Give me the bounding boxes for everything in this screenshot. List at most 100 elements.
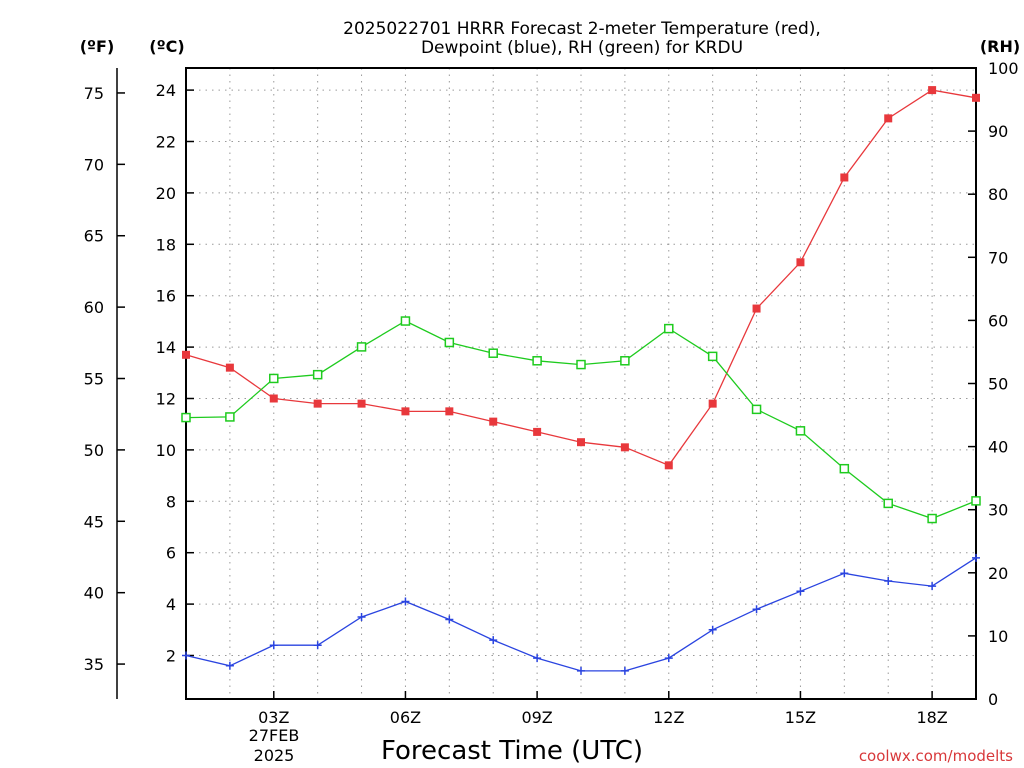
time-tick-label: 03Z: [258, 708, 289, 727]
dewpoint-point: [489, 636, 498, 645]
temperature-point: [620, 443, 629, 452]
temperature-point: [445, 407, 454, 416]
rh-point: [576, 359, 586, 370]
rh-point: [839, 463, 850, 474]
fahrenheit-tick-label: 40: [84, 584, 104, 603]
celsius-tick-label: 10: [156, 441, 176, 460]
fahrenheit-tick-label: 60: [84, 298, 104, 317]
dewpoint-point: [313, 641, 322, 650]
rh-point: [269, 373, 279, 384]
rh-unit-label: (RH): [980, 37, 1020, 56]
rh-point: [181, 412, 191, 423]
dewpoint-point: [664, 654, 673, 663]
dewpoint-point: [182, 651, 190, 660]
temperature-point: [577, 438, 585, 447]
fahrenheit-tick-label: 35: [84, 655, 104, 674]
dewpoint-point: [708, 625, 717, 634]
celsius-tick-label: 2: [166, 647, 176, 666]
fahrenheit-tick-label: 75: [84, 84, 104, 103]
rh-tick-label: 10: [988, 627, 1008, 646]
time-axis: 03Z 06Z 09Z 12Z 15Z 18Z: [258, 691, 948, 727]
rh-tick-label: 30: [988, 501, 1008, 520]
celsius-tick-label: 20: [156, 184, 176, 203]
rh-tick-label: 50: [988, 375, 1008, 394]
dewpoint-point: [401, 597, 410, 606]
dewpoint-point: [972, 553, 980, 562]
chart-title-line-1: 2025022701 HRRR Forecast 2-meter Tempera…: [343, 19, 821, 39]
chart-title-line-2: Dewpoint (blue), RH (green) for KRDU: [421, 38, 743, 58]
grid-lines: [186, 68, 976, 699]
temperature-point: [313, 399, 322, 408]
rh-point: [356, 342, 367, 352]
celsius-tick-label: 18: [156, 235, 176, 254]
fahrenheit-tick-label: 65: [84, 227, 104, 246]
date-label-year: 2025: [254, 746, 295, 765]
rh-point: [488, 348, 498, 358]
temperature-point: [533, 427, 542, 436]
rh-point: [795, 426, 806, 436]
rh-point: [620, 356, 630, 366]
time-tick-label: 09Z: [521, 708, 552, 727]
rh-tick-label: 20: [988, 564, 1008, 583]
celsius-tick-label: 8: [166, 492, 176, 511]
dewpoint-point: [577, 666, 585, 675]
date-label-day: 27FEB: [249, 726, 300, 745]
celsius-tick-label: 14: [156, 338, 176, 357]
time-tick-label: 15Z: [785, 708, 816, 727]
rh-tick-label: 100: [988, 59, 1019, 78]
rh-point: [971, 496, 981, 506]
rh-tick-label: 40: [988, 438, 1008, 457]
rh-axis: 0 10 20 30 40 50 60 70 80 90 100: [968, 59, 1019, 709]
dewpoint-series: [182, 553, 980, 675]
fahrenheit-axis: 35 40 45 50 55 60 65 70 75: [84, 84, 125, 674]
rh-point: [312, 369, 323, 380]
dewpoint-point: [357, 612, 366, 621]
rh-point: [532, 356, 542, 366]
rh-tick-label: 80: [988, 185, 1008, 204]
rh-point: [225, 412, 235, 422]
celsius-tick-label: 16: [156, 287, 176, 306]
rh-tick-label: 60: [988, 311, 1008, 330]
dewpoint-point: [840, 569, 849, 578]
rh-tick-label: 70: [988, 248, 1008, 267]
dewpoint-point: [445, 615, 454, 624]
rh-point: [664, 323, 674, 334]
rh-tick-label: 0: [988, 690, 998, 709]
rh-point: [400, 316, 411, 326]
temperature-point: [489, 417, 498, 426]
temperature-point: [182, 350, 190, 359]
dewpoint-point: [928, 582, 937, 591]
temperature-point: [796, 258, 805, 267]
rh-series: [181, 316, 981, 524]
x-axis-title: Forecast Time (UTC): [381, 736, 643, 766]
credit-text: coolwx.com/modelts: [859, 747, 1013, 765]
celsius-tick-label: 12: [156, 390, 176, 409]
temperature-point: [752, 304, 761, 313]
celsius-tick-label: 22: [156, 133, 176, 152]
series-layer: [181, 86, 981, 675]
rh-point: [751, 404, 762, 415]
rh-point: [883, 498, 893, 509]
temperature-point: [972, 93, 980, 102]
fahrenheit-tick-label: 55: [84, 370, 104, 389]
temperature-point: [225, 363, 234, 372]
dewpoint-point: [752, 605, 761, 614]
fahrenheit-unit-label: (ºF): [80, 37, 115, 56]
dewpoint-point: [225, 661, 234, 670]
rh-point: [927, 513, 937, 524]
time-tick-label: 18Z: [916, 708, 947, 727]
dewpoint-point: [796, 587, 805, 596]
temperature-point: [840, 173, 849, 182]
temperature-point: [401, 407, 410, 416]
rh-point: [444, 337, 455, 348]
temperature-point: [269, 394, 278, 403]
temperature-point: [928, 86, 937, 95]
celsius-tick-label: 6: [166, 544, 176, 563]
celsius-tick-label: 4: [166, 595, 176, 614]
rh-tick-label: 90: [988, 122, 1008, 141]
celsius-unit-label: (ºC): [149, 37, 184, 56]
fahrenheit-tick-label: 45: [84, 512, 104, 531]
temperature-point: [884, 114, 893, 123]
fahrenheit-tick-label: 70: [84, 155, 104, 174]
